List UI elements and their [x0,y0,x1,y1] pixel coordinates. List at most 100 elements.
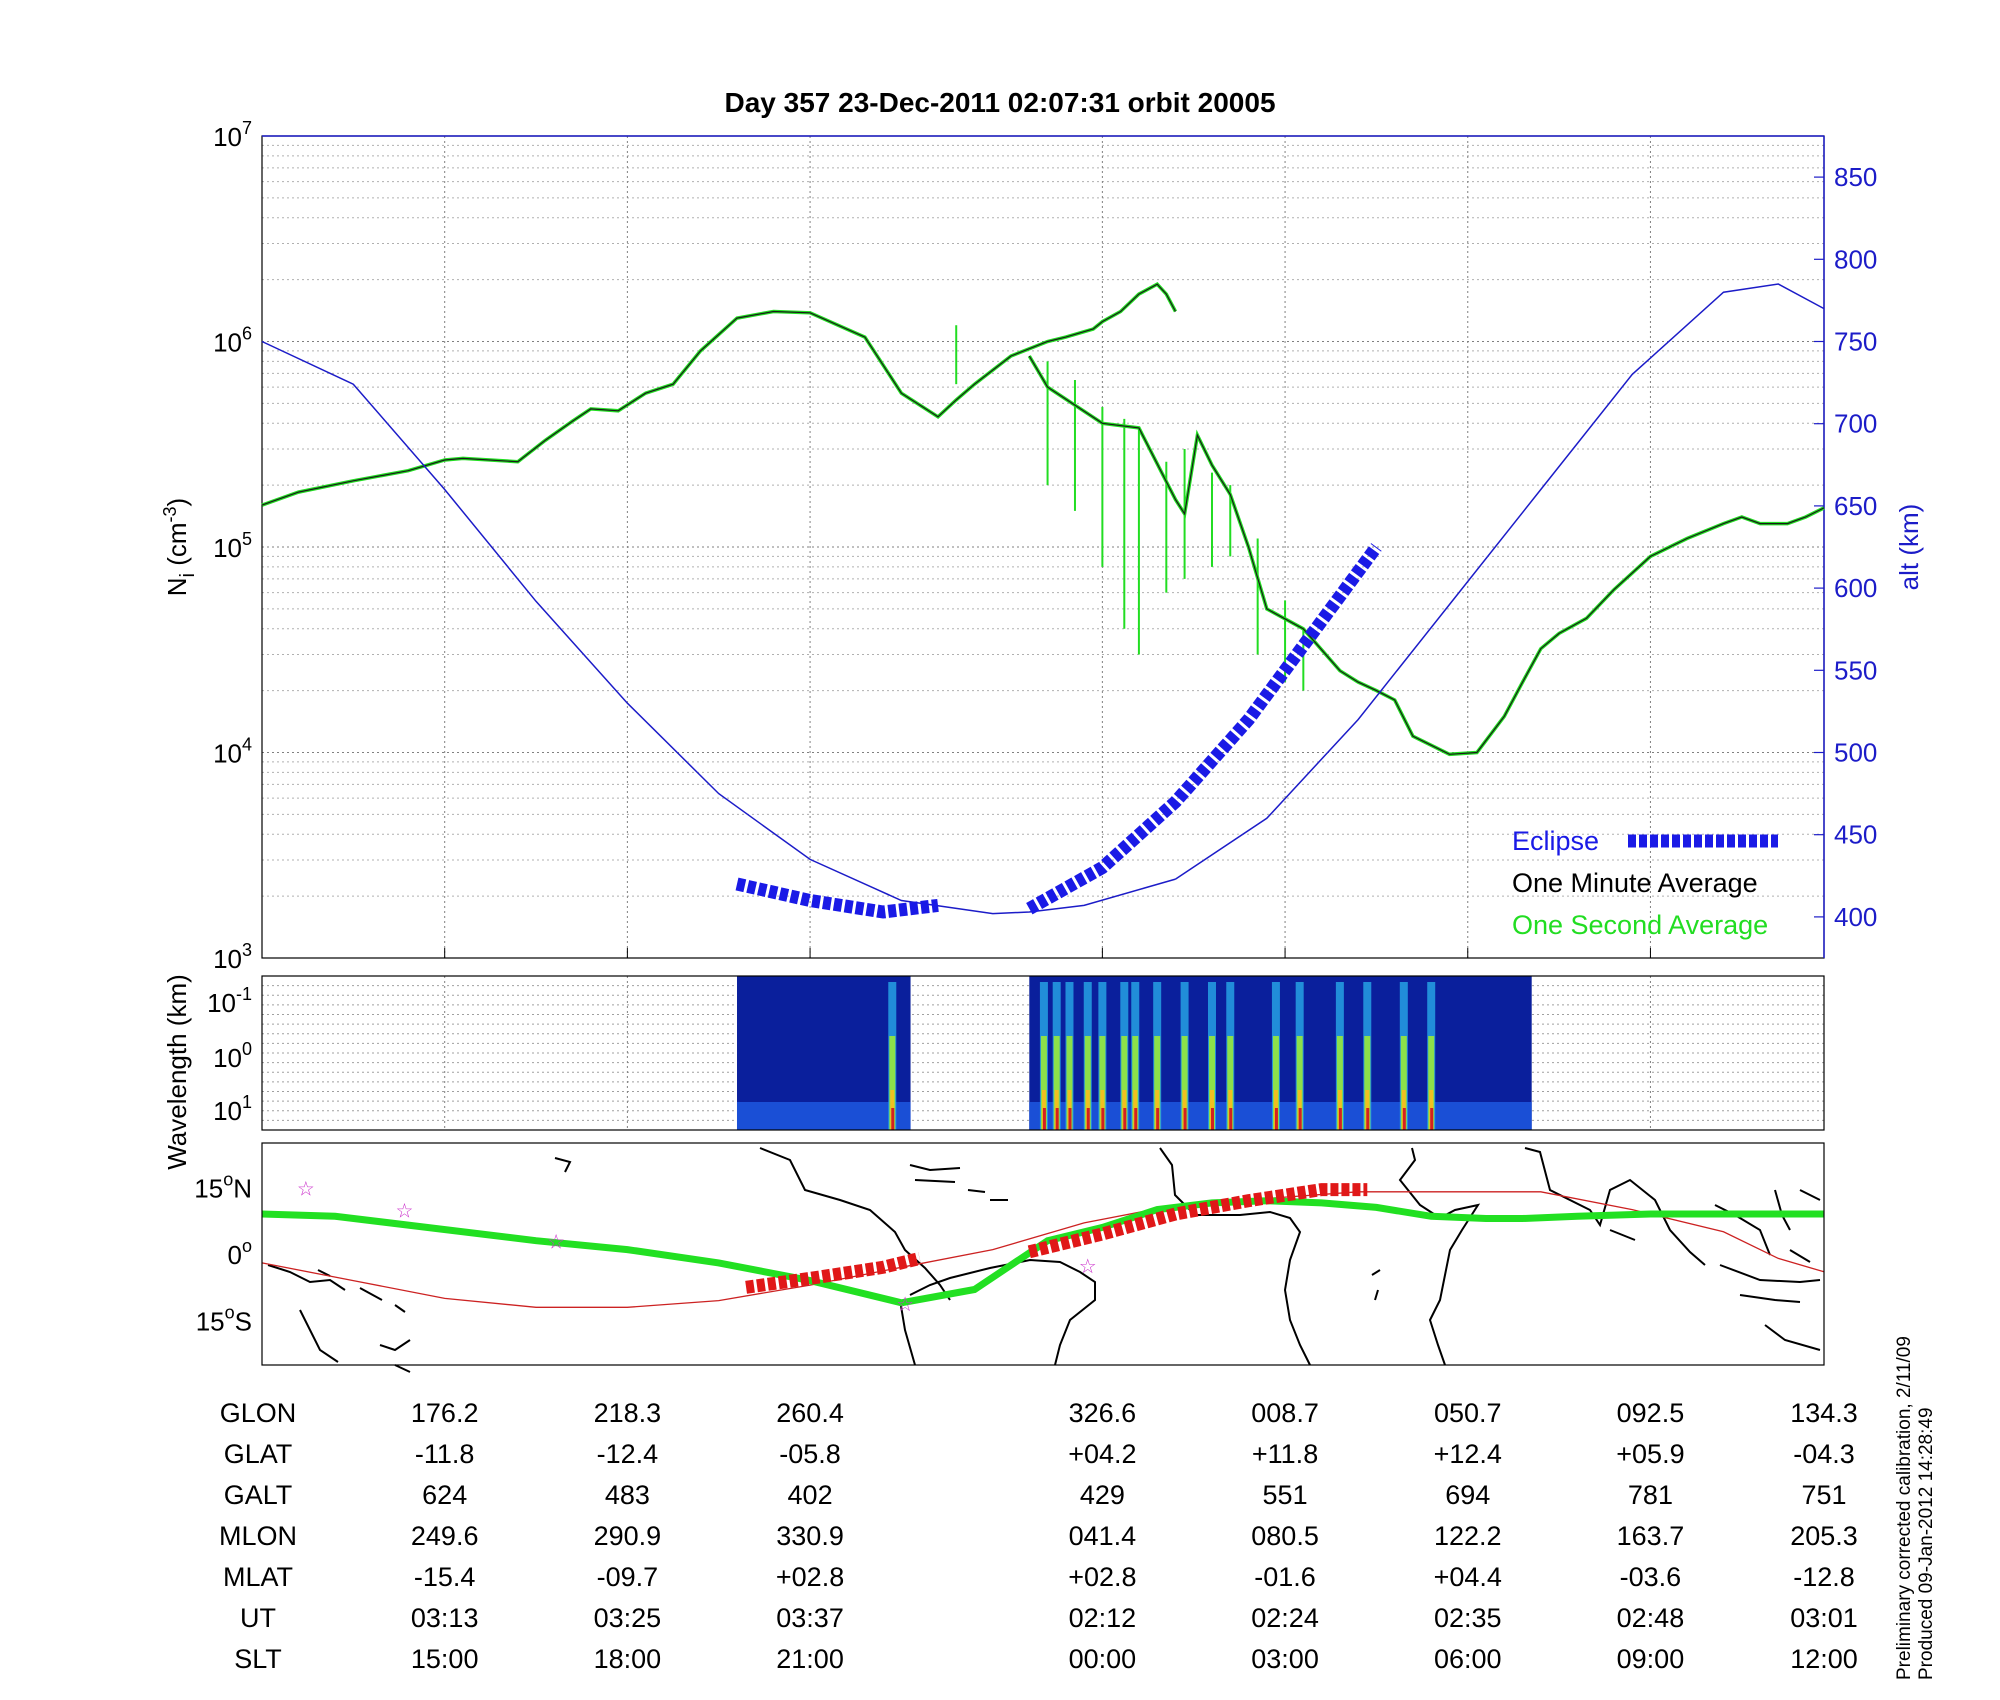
coast-pacific-islands [267,1264,411,1373]
table-cell: -12.8 [1793,1562,1855,1592]
spectrogram-data [736,976,1532,1130]
table-cell: -01.6 [1254,1562,1316,1592]
spectrogram-burst-core [1400,1036,1407,1130]
table-row-label: UT [240,1603,276,1633]
altitude-axis-label: alt (km) [1894,504,1924,591]
coast-central-america [554,1147,1008,1301]
table-cell: 080.5 [1251,1521,1319,1551]
table-cell: 21:00 [776,1644,844,1674]
footnote-produced: Produced 09-Jan-2012 14:28:49 [1916,1407,1937,1680]
altitude-axis-ticks: 400 450 500 550 600 650 700 750 800 850 [262,135,1877,958]
table-cell: 02:12 [1069,1603,1137,1633]
density-y-ticks: 103 104 105 106 107 [213,118,252,974]
spectrogram-burst-core [1364,1036,1371,1130]
spectrogram-burst-core [1099,1036,1106,1130]
altitude-tick-label: 750 [1834,327,1877,357]
table-cell: 483 [605,1480,650,1510]
map-y-tick-label: 15oN [194,1169,252,1203]
minute-average-line [1028,355,1825,755]
table-cell: 163.7 [1617,1521,1685,1551]
table-cell: 751 [1801,1480,1846,1510]
spectrogram-burst-max [1101,1108,1105,1130]
density-y-tick-label: 105 [213,529,252,563]
table-cell: 008.7 [1251,1398,1319,1428]
table-cell: 18:00 [594,1644,662,1674]
map-y-tick-label: 15oS [196,1303,252,1337]
spectrogram-burst-max [1068,1108,1072,1130]
spectrogram-burst-core [1208,1036,1215,1130]
spectrogram-burst-max [1042,1108,1046,1130]
table-cell: 781 [1628,1480,1673,1510]
map-panel: ☆ ☆ ☆ ☆ ☆ 15oN 0o 15oS [194,1142,1825,1373]
eclipse-segment [1026,543,1382,915]
coast-asia [1524,1147,1821,1351]
density-panel: 103 104 105 106 107 400 450 500 550 600 650 700 750… [160,118,1924,974]
table-row-label: GLAT [224,1439,293,1469]
second-average-line [1027,355,1825,757]
spectrogram-y-tick-label: 100 [213,1039,252,1073]
map-y-tick-label: 0o [228,1236,252,1270]
figure-title: Day 357 23-Dec-2011 02:07:31 orbit 20005 [724,87,1275,118]
table-cell: +11.8 [1252,1439,1318,1469]
table-cell: -05.8 [779,1439,841,1469]
density-grid [262,136,1825,958]
spectrogram-y-label: Wavelength (km) [162,974,192,1170]
table-row-label: MLON [219,1521,297,1551]
eclipse-track-segment [745,1252,922,1294]
spectrogram-burst-core [1272,1036,1279,1130]
altitude-tick-label: 400 [1834,902,1877,932]
table-row-label: SLT [234,1644,282,1674]
table-row-label: GLON [220,1398,297,1428]
spectrogram-burst-max [1156,1108,1160,1130]
spectrogram-y-tick-label: 10-1 [207,984,252,1018]
eclipse-track-segment [1027,1183,1368,1259]
table-cell: -03.6 [1620,1562,1682,1592]
star-marker: ☆ [396,1201,414,1223]
spectrogram-burst-max [1366,1108,1370,1130]
density-y-label: Ni (cm-3) [160,498,199,596]
footnote: Preliminary corrected calibration, 2/11/… [1894,1336,1937,1680]
density-y-tick-label: 103 [213,940,252,974]
table-cell: 15:00 [411,1644,479,1674]
map-frame [261,1142,1825,1366]
table-cell: 041.4 [1069,1521,1137,1551]
spectrogram-frame [261,975,1825,1131]
spectrogram-burst-max [1086,1108,1090,1130]
altitude-line [1175,283,1825,880]
table-cell: 122.2 [1434,1521,1502,1551]
star-marker: ☆ [1079,1256,1097,1278]
density-legend: Eclipse One Minute Average One Second Av… [1512,826,1778,940]
legend-eclipse-label: Eclipse [1512,826,1599,856]
spectrogram-burst-max [1402,1108,1406,1130]
table-cell: 06:00 [1434,1644,1502,1674]
table-cell: 260.4 [776,1398,844,1428]
spectrogram-burst-core [1121,1036,1128,1130]
table-cell: -12.4 [597,1439,659,1469]
table-cell: -04.3 [1793,1439,1855,1469]
altitude-tick-label: 500 [1834,738,1877,768]
altitude-tick-label: 850 [1834,162,1877,192]
table-cell: 624 [422,1480,467,1510]
spectrogram-burst-core [1296,1036,1303,1130]
legend-second-label: One Second Average [1512,910,1768,940]
spectrogram-burst-max [1055,1108,1059,1130]
table-cell: 429 [1080,1480,1125,1510]
spectrogram-burst-core [1040,1036,1047,1130]
spectrogram-burst-core [889,1036,896,1130]
table-cell: +04.2 [1068,1439,1136,1469]
table-cell: 03:13 [411,1603,479,1633]
map-y-ticks: 15oN 0o 15oS [194,1169,252,1336]
spectrogram-burst-max [1229,1108,1233,1130]
coast-south-america [899,1258,1096,1366]
altitude-line [261,340,1176,915]
table-cell: +04.4 [1434,1562,1502,1592]
table-cell: +02.8 [1068,1562,1136,1592]
map-track-layer: ☆ ☆ ☆ ☆ ☆ [261,1178,1825,1316]
spectrogram-low-band [736,1102,911,1130]
spectrogram-burst-max [1134,1108,1138,1130]
table-cell: 03:25 [594,1603,662,1633]
altitude-tick-label: 800 [1834,244,1877,274]
table-cell: 402 [788,1480,833,1510]
minute-average-line [261,283,1177,506]
